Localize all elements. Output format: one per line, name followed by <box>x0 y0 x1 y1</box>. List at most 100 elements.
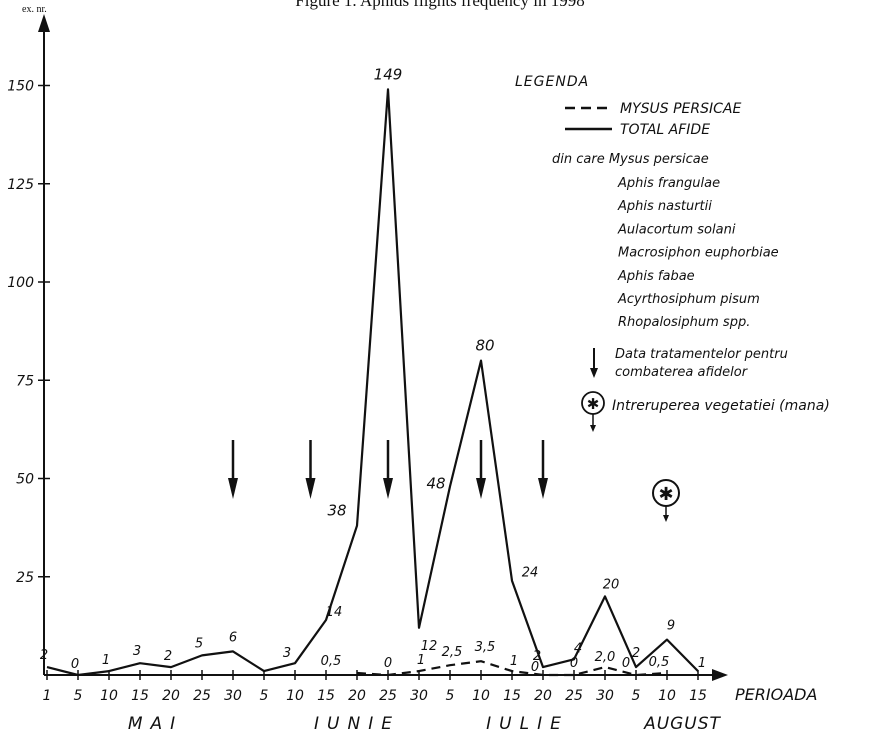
x-tick-label: 5 <box>260 688 269 704</box>
svg-text:✱: ✱ <box>587 395 600 413</box>
vegetation-interruption-arrow-head <box>663 515 669 522</box>
month-label: AUGUST <box>643 714 721 734</box>
data-label: 0 <box>531 660 539 675</box>
y-tick-label: 125 <box>7 177 34 193</box>
legend-species-item: Rhopalosiphum spp. <box>618 315 750 330</box>
data-label: 3 <box>283 646 291 661</box>
legend-species-item: Aphis fabae <box>617 269 695 284</box>
legend-arrow-label-2: combaterea afidelor <box>615 365 749 380</box>
x-tick-label: 10 <box>100 688 118 704</box>
data-label: 0 <box>622 656 630 671</box>
x-tick-label: 25 <box>565 688 583 704</box>
treatment-arrow-head <box>538 478 548 499</box>
data-label: 1 <box>698 656 706 671</box>
data-label: 48 <box>426 474 445 492</box>
data-label: 0,5 <box>321 654 342 669</box>
data-label: 6 <box>229 630 237 645</box>
x-tick-label: 20 <box>162 688 180 704</box>
x-tick-label: 15 <box>131 688 149 704</box>
x-axis-label: PERIOADA <box>735 685 817 704</box>
y-axis-arrow <box>38 14 50 32</box>
data-label: 2 <box>533 649 541 664</box>
x-tick-label: 25 <box>193 688 211 704</box>
data-label: 1 <box>510 654 518 669</box>
legend-subtitle: din care Mysus persicae <box>552 152 709 167</box>
data-label: 3,5 <box>475 640 496 655</box>
x-tick-label: 1 <box>43 688 52 704</box>
x-tick-label: 5 <box>74 688 83 704</box>
month-label: IUNIE <box>314 714 400 734</box>
legend: LEGENDA MYSUS PERSICAE TOTAL AFIDE din c… <box>515 74 830 432</box>
x-tick-label: 5 <box>632 688 641 704</box>
data-label: 14 <box>326 605 343 620</box>
y-tick-label: 100 <box>7 275 34 291</box>
x-tick-label: 30 <box>224 688 242 704</box>
legend-arrow-label-1: Data tratamentelor pentru <box>615 347 788 362</box>
legend-species-list: Aphis frangulae Aphis nasturtii Aulacortum… <box>617 176 779 330</box>
data-label: 80 <box>475 337 494 355</box>
data-label: 20 <box>603 577 620 592</box>
x-tick-label: 10 <box>286 688 304 704</box>
data-label: 1 <box>102 653 110 668</box>
data-label: 2 <box>164 649 172 664</box>
legend-species-item: Acyrthosiphum pisum <box>617 292 760 307</box>
data-label: 1 <box>417 653 425 668</box>
y-tick-label: 150 <box>7 79 34 95</box>
axes <box>38 14 728 681</box>
y-tick-label: 25 <box>16 570 34 586</box>
x-tick-label: 30 <box>410 688 428 704</box>
data-label: 149 <box>374 65 403 83</box>
legend-species-item: Macrosiphon euphorbiae <box>618 246 779 261</box>
y-tick-label: 50 <box>16 472 34 488</box>
series-line-total-afide <box>46 88 699 677</box>
y-ticks: 25 50 75 100 125 150 <box>7 79 50 586</box>
x-tick-label: 10 <box>658 688 676 704</box>
x-tick-label: 15 <box>689 688 707 704</box>
data-label: 5 <box>195 636 203 651</box>
data-label: 0 <box>384 656 392 671</box>
data-label: 0 <box>570 656 578 671</box>
legend-species-item: Aphis frangulae <box>617 176 720 191</box>
data-label: 2,5 <box>442 645 463 660</box>
legend-species-item: Aulacortum solani <box>617 222 736 237</box>
x-tick-label: 15 <box>503 688 521 704</box>
treatment-arrow-head <box>476 478 486 499</box>
month-labels: MAI IUNIE IULIE AUGUST <box>128 714 721 734</box>
series-line-mysus-persicae <box>356 660 668 677</box>
legend-arrow-icon <box>590 348 598 378</box>
x-tick-label: 25 <box>379 688 397 704</box>
data-label: 0,5 <box>649 655 670 670</box>
treatment-arrow-head <box>383 478 393 499</box>
treatment-arrow-head <box>228 478 238 499</box>
legend-entry-mysus: MYSUS PERSICAE <box>620 101 741 117</box>
x-tick-label: 5 <box>446 688 455 704</box>
x-tick-label: 20 <box>534 688 552 704</box>
legend-star-icon: ✱ <box>581 391 605 432</box>
x-tick-label: 15 <box>317 688 335 704</box>
x-tick-label: 20 <box>348 688 366 704</box>
data-label: 2 <box>40 648 48 663</box>
legend-star-label: Intreruperea vegetatiei (mana) <box>612 398 830 414</box>
legend-title: LEGENDA <box>515 74 589 90</box>
legend-species-item: Aphis nasturtii <box>617 199 712 214</box>
x-tick-label: 30 <box>596 688 614 704</box>
data-label: 24 <box>522 566 539 581</box>
x-tick-label: 10 <box>472 688 490 704</box>
month-label: IULIE <box>486 714 569 734</box>
data-label: 12 <box>421 639 438 654</box>
y-tick-label: 75 <box>16 373 34 389</box>
data-label: 9 <box>667 619 675 634</box>
data-label: 0 <box>71 657 79 672</box>
chart-title: Figure 1. Aphids flights frequency in 19… <box>295 0 584 10</box>
treatment-arrow-head <box>305 478 316 499</box>
data-label: 2,0 <box>595 650 616 665</box>
markers: ✱ <box>228 440 680 522</box>
star-icon: ✱ <box>658 484 673 505</box>
data-label: 2 <box>632 646 640 661</box>
data-label: 4 <box>574 641 582 656</box>
data-label: 38 <box>327 502 346 520</box>
data-label: 3 <box>133 644 141 659</box>
corner-label: ex. nr. <box>22 4 47 15</box>
